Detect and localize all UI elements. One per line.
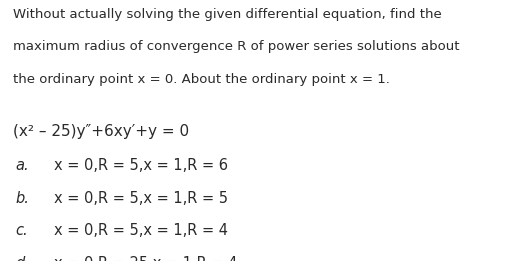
- Text: maximum radius of convergence R of power series solutions about: maximum radius of convergence R of power…: [13, 40, 460, 54]
- Text: b.: b.: [16, 191, 29, 205]
- Text: x = 0,R = 5,x = 1,R = 6: x = 0,R = 5,x = 1,R = 6: [54, 158, 229, 173]
- Text: (x² – 25)y″+6xy′+y = 0: (x² – 25)y″+6xy′+y = 0: [13, 124, 189, 139]
- Text: x = 0,R = 5,x = 1,R = 4: x = 0,R = 5,x = 1,R = 4: [54, 223, 229, 238]
- Text: d.: d.: [16, 256, 29, 261]
- Text: the ordinary point x = 0. About the ordinary point x = 1.: the ordinary point x = 0. About the ordi…: [13, 73, 390, 86]
- Text: Without actually solving the given differential equation, find the: Without actually solving the given diffe…: [13, 8, 442, 21]
- Text: a.: a.: [16, 158, 29, 173]
- Text: x = 0,R = 5,x = 1,R = 5: x = 0,R = 5,x = 1,R = 5: [54, 191, 229, 205]
- Text: x = 0,R = 25,x = 1,R = 4: x = 0,R = 25,x = 1,R = 4: [54, 256, 238, 261]
- Text: c.: c.: [16, 223, 28, 238]
